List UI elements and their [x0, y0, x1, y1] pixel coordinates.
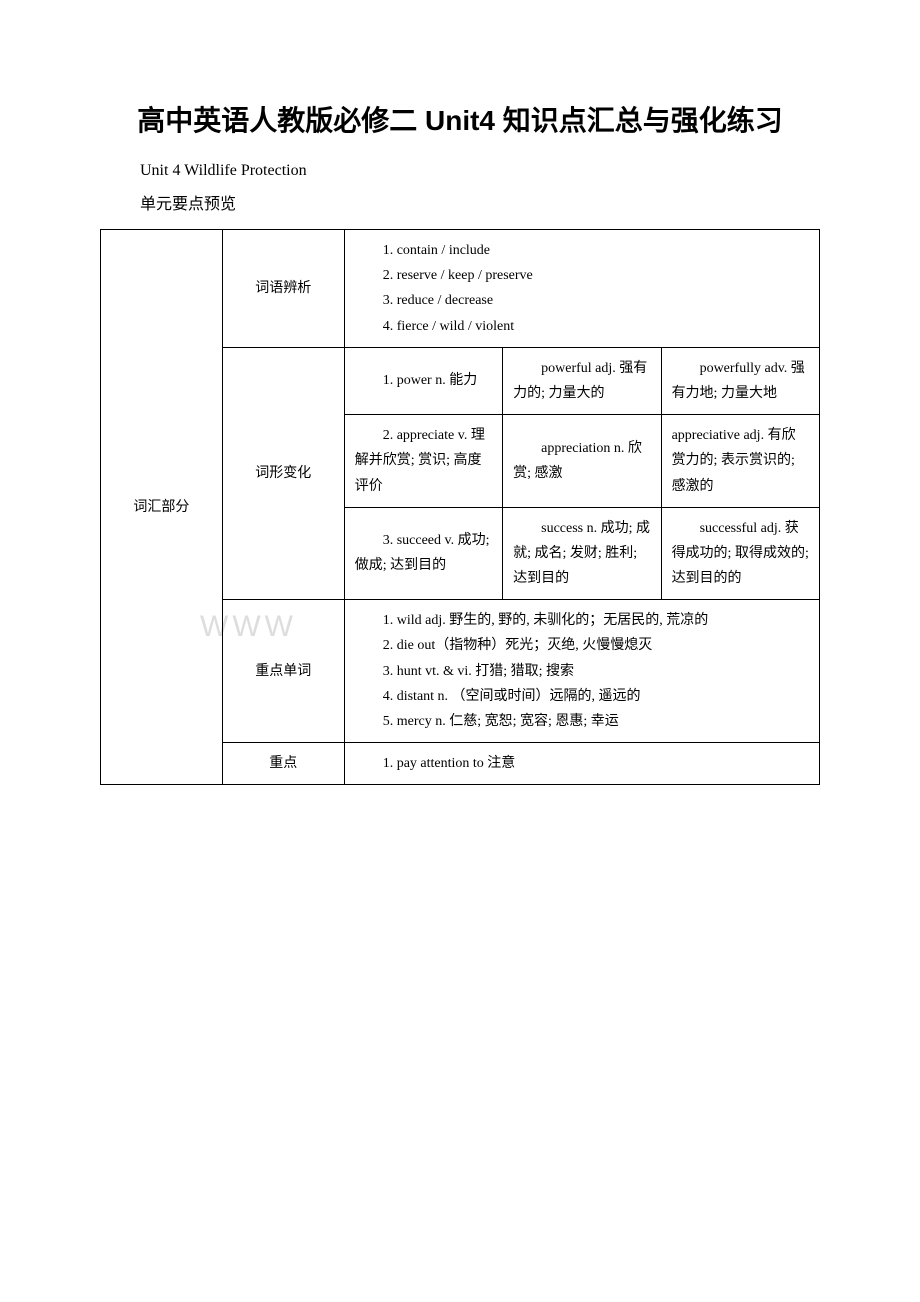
form-cell: success n. 成功; 成就; 成名; 发财; 胜利; 达到目的 — [503, 507, 661, 600]
word-analysis-label: 词语辨析 — [222, 230, 344, 348]
analysis-line: 2. reserve / keep / preserve — [355, 263, 809, 288]
form-cell: powerful adj. 强有力的; 力量大的 — [503, 347, 661, 414]
phrases-content: 1. pay attention to 注意 — [344, 743, 819, 785]
form-cell: 1. power n. 能力 — [344, 347, 502, 414]
keyword-line: 3. hunt vt. & vi. 打猎; 猎取; 搜索 — [355, 659, 809, 684]
form-cell: appreciation n. 欣赏; 感激 — [503, 415, 661, 508]
keyword-line: 5. mercy n. 仁慈; 宽恕; 宽容; 恩惠; 幸运 — [355, 709, 809, 734]
form-cell: appreciative adj. 有欣赏力的; 表示赏识的; 感激的 — [661, 415, 819, 508]
key-words-label: 重点单词 — [222, 600, 344, 743]
section-label: 单元要点预览 — [140, 190, 820, 214]
phrase-line: 1. pay attention to 注意 — [355, 751, 809, 776]
form-cell: successful adj. 获得成功的; 取得成效的; 达到目的的 — [661, 507, 819, 600]
analysis-line: 1. contain / include — [355, 238, 809, 263]
keywords-content: 1. wild adj. 野生的, 野的, 未驯化的；无居民的, 荒凉的 2. … — [344, 600, 819, 743]
keyword-line: 2. die out（指物种）死光；灭绝, 火慢慢熄灭 — [355, 633, 809, 658]
key-phrases-label: 重点 — [222, 743, 344, 785]
document-title: 高中英语人教版必修二 Unit4 知识点汇总与强化练习 — [100, 100, 820, 142]
keyword-line: 1. wild adj. 野生的, 野的, 未驯化的；无居民的, 荒凉的 — [355, 608, 809, 633]
analysis-line: 3. reduce / decrease — [355, 288, 809, 313]
form-cell: powerfully adv. 强有力地; 力量大地 — [661, 347, 819, 414]
keyword-line: 4. distant n. （空间或时间）远隔的, 遥远的 — [355, 684, 809, 709]
form-cell: 2. appreciate v. 理解并欣赏; 赏识; 高度评价 — [344, 415, 502, 508]
unit-subtitle: Unit 4 Wildlife Protection — [140, 162, 820, 180]
analysis-line: 4. fierce / wild / violent — [355, 314, 809, 339]
analysis-content: 1. contain / include 2. reserve / keep /… — [344, 230, 819, 348]
word-form-label: 词形变化 — [222, 347, 344, 600]
vocab-section-label: 词汇部分 — [101, 230, 223, 785]
content-table: 词汇部分 词语辨析 1. contain / include 2. reserv… — [100, 229, 820, 785]
form-cell: 3. succeed v. 成功; 做成; 达到目的 — [344, 507, 502, 600]
